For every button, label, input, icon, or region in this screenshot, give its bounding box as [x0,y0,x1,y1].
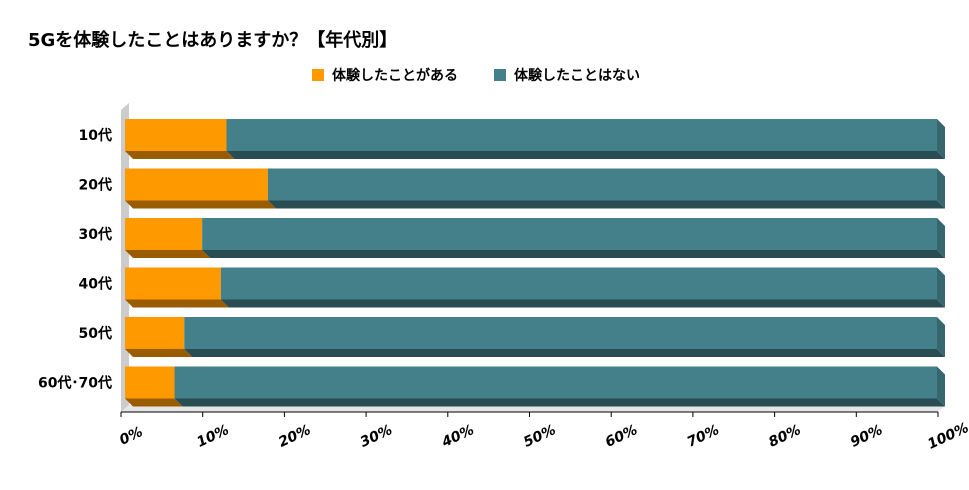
bar-end-face [937,317,945,357]
bar-end-face [937,168,945,209]
bar-front-face [125,168,268,201]
bar-end-face [937,119,945,159]
bar-bottom-face [125,250,211,258]
bar-bottom-face [184,349,945,357]
bar-1-0 [226,119,945,159]
category-labels: 10代 20代 30代 40代 50代 60代･70代 [38,127,112,392]
x-tick-label: 20% [276,422,313,451]
x-tick-label: 0% [117,424,145,449]
bar-bottom-face [220,299,946,308]
bar-0-5 [125,366,183,407]
legend-swatch-0 [312,69,324,81]
bars [125,119,946,407]
bar-bottom-face [202,250,945,258]
bar-front-face [202,218,937,250]
bar-end-face [937,218,945,258]
category-label: 20代 [79,177,112,194]
bar-front-face [125,119,227,151]
category-label: 10代 [79,127,112,144]
plot-floor [121,405,946,412]
bar-1-5 [174,366,946,407]
bar-front-face [184,317,937,349]
x-tick-label: 40% [439,422,477,451]
bar-0-1 [125,168,276,209]
bar-front-face [125,317,185,349]
x-tick-label: 90% [848,422,885,451]
legend-swatch-1 [494,69,506,81]
bar-bottom-face [125,398,183,407]
bar-0-3 [125,267,229,308]
bar-bottom-face [125,151,235,159]
x-tick-label: 60% [603,422,640,451]
bar-bottom-face [125,349,193,357]
bar-1-1 [267,168,945,209]
bar-bottom-face [125,299,229,308]
x-tick-label: 10% [194,422,231,451]
category-label: 30代 [79,226,112,243]
bar-0-4 [125,317,193,357]
bar-front-face [220,267,938,300]
x-axis-ticks: 0% 10% 20% 30% 40% 50% 60% 70% 80% 90% 100% [117,412,969,453]
bar-bottom-face [174,398,946,407]
legend-label-1: 体験したことはない [514,67,640,84]
bar-front-face [125,267,221,300]
bar-1-2 [202,218,945,258]
bar-front-face [125,218,203,250]
bar-bottom-face [267,200,945,209]
legend-label-0: 体験したことがある [332,67,458,84]
x-tick-label: 80% [766,422,803,451]
category-label: 60代･70代 [38,375,112,392]
bar-0-2 [125,218,211,258]
x-tick-label: 50% [521,422,558,451]
chart-title: 5Gを体験したことはありますか？【年代別】 [28,29,397,51]
bar-1-3 [220,267,946,308]
bar-front-face [125,366,175,399]
category-label: 50代 [79,325,112,342]
bar-bottom-face [125,200,276,209]
x-tick-label: 30% [358,422,395,451]
bar-0-0 [125,119,235,159]
bar-bottom-face [226,151,945,159]
bar-1-4 [184,317,945,357]
bar-end-face [937,366,945,407]
bar-front-face [226,119,937,151]
bar-front-face [267,168,937,201]
bar-end-face [937,267,945,308]
legend: 体験したことがある 体験したことはない [312,67,640,84]
category-label: 40代 [79,276,112,293]
x-tick-label: 70% [685,422,722,451]
bar-front-face [174,366,938,399]
x-tick-label: 100% [925,420,969,453]
